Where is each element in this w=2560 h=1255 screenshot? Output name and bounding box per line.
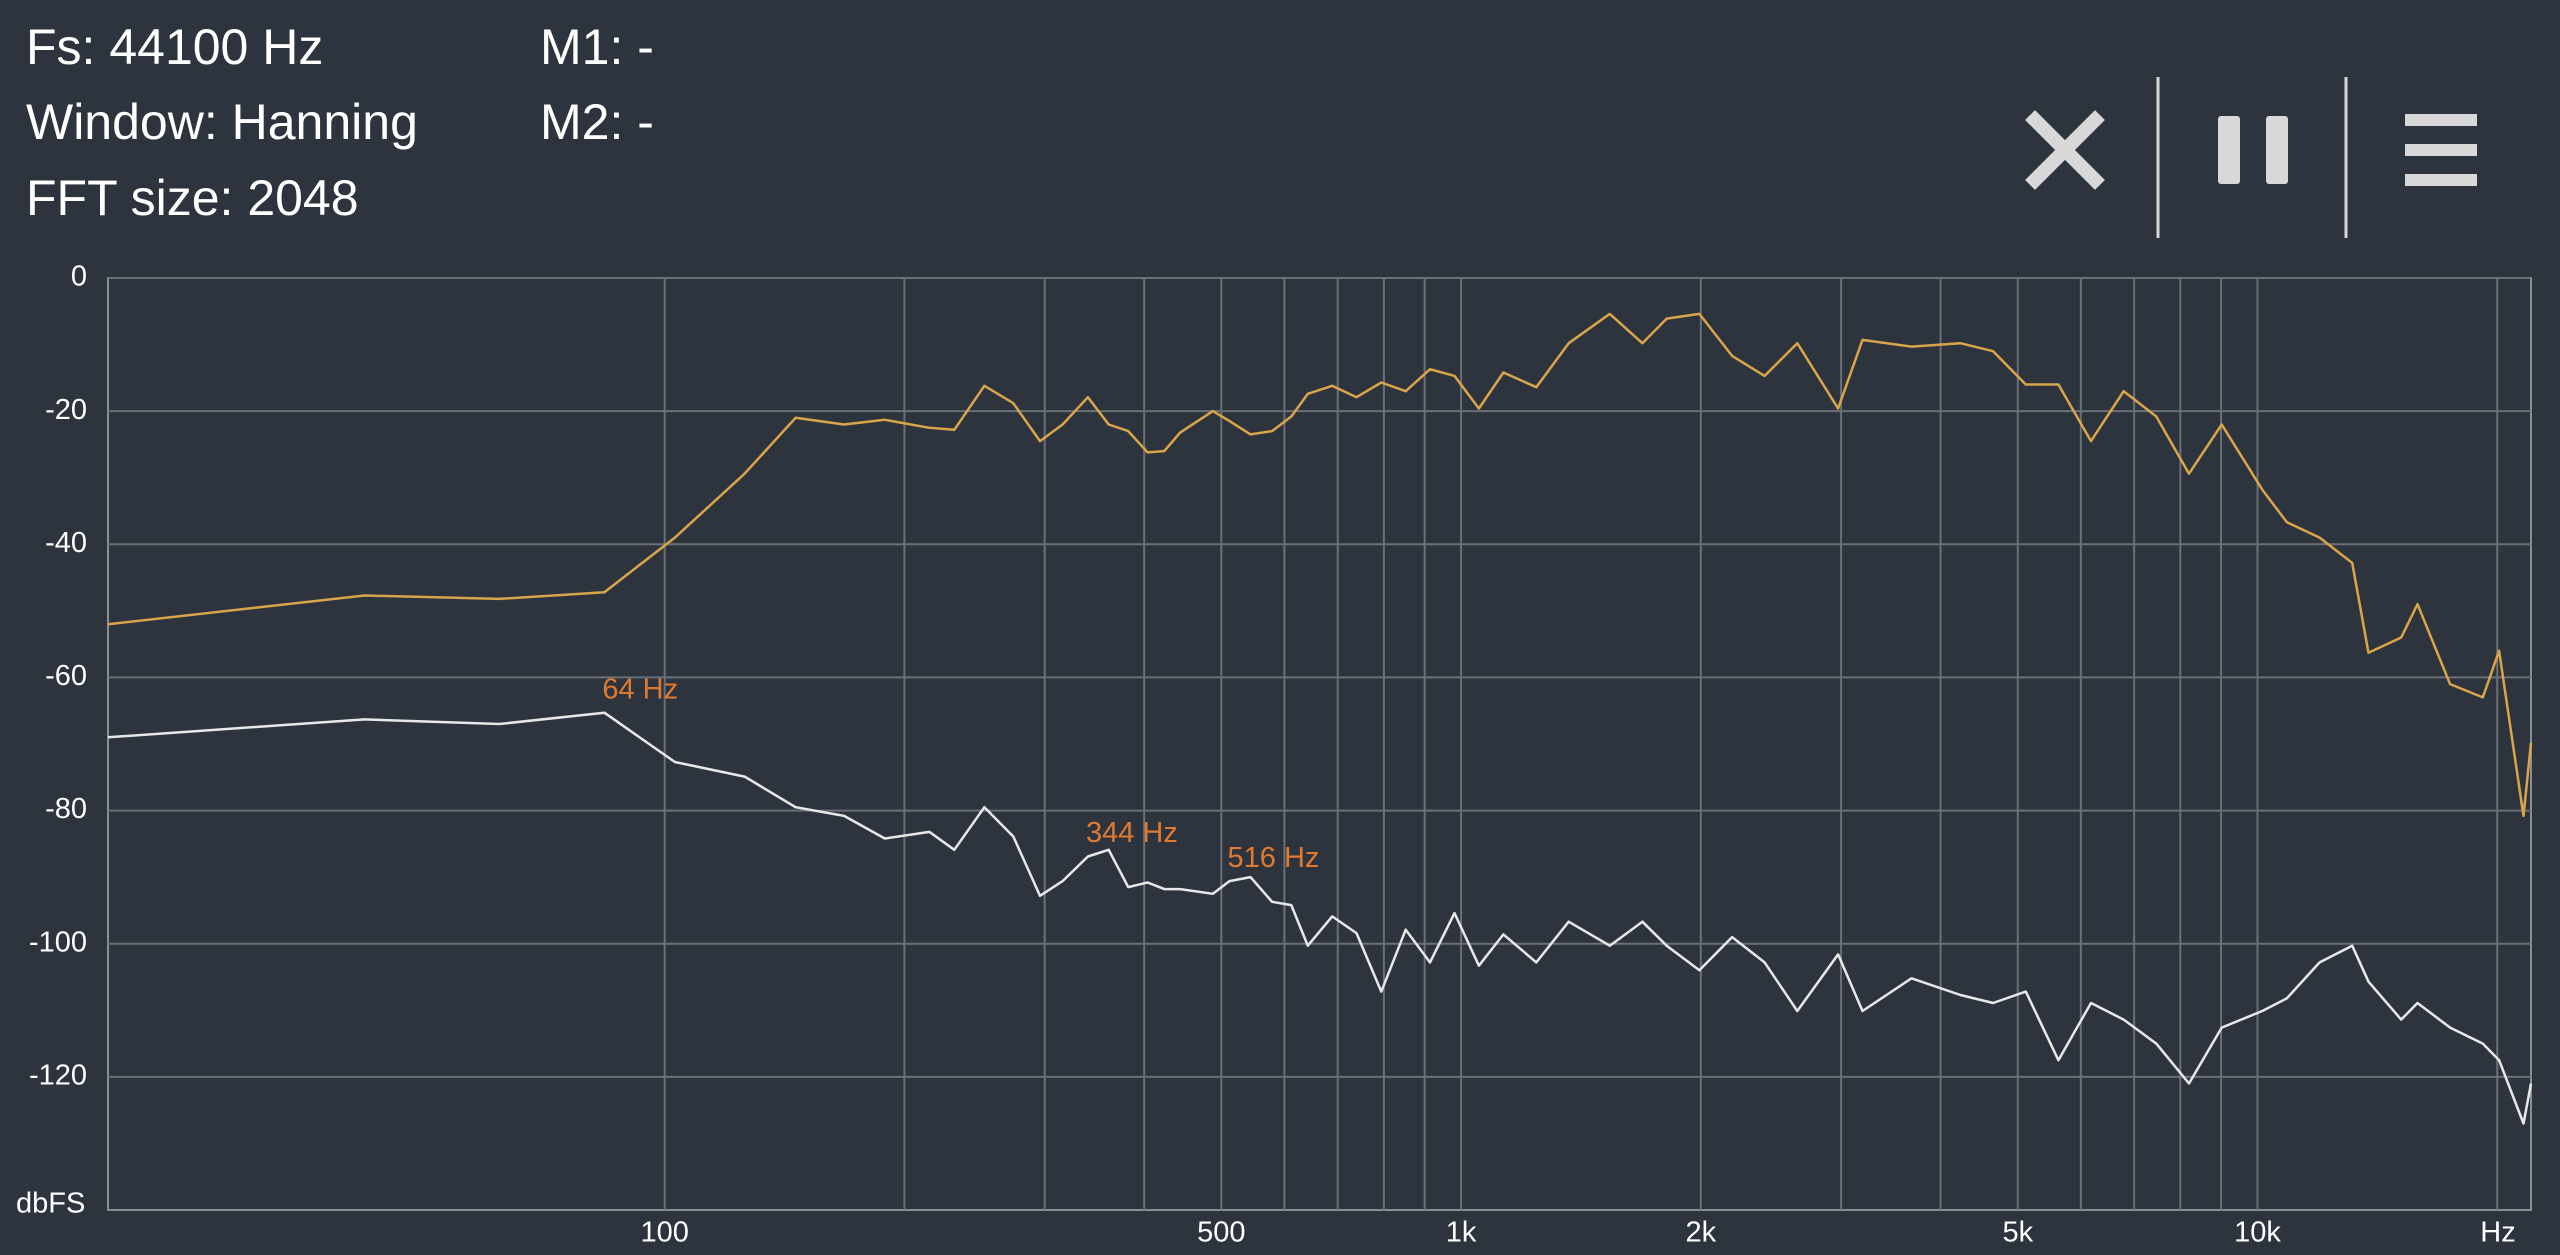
y-tick-label: 0: [71, 261, 87, 293]
sample-rate: Fs: 44100 Hz: [26, 19, 323, 75]
pause-icon: [2266, 116, 2288, 184]
x-tick-label: 500: [1197, 1217, 1245, 1249]
peak-annotation: 344 Hz: [1086, 817, 1178, 849]
y-tick-label: -80: [45, 793, 87, 825]
y-tick-label: -120: [29, 1060, 87, 1092]
close-icon: [2025, 110, 2105, 190]
menu-icon: [2405, 114, 2477, 126]
marker-1: M1: -: [540, 19, 654, 75]
window-type: Window: Hanning: [26, 94, 418, 150]
close-button[interactable]: [2025, 110, 2105, 190]
x-tick-label: 1k: [1446, 1217, 1477, 1249]
marker-2: M2: -: [540, 94, 654, 150]
spectrum-line: [107, 711, 2533, 1125]
x-tick-label: 10k: [2234, 1217, 2281, 1249]
pause-icon: [2218, 116, 2240, 184]
peak-annotation: 516 Hz: [1228, 842, 1320, 874]
y-tick-label: -40: [45, 527, 87, 559]
y-tick-label: -100: [29, 926, 87, 958]
spectrum-line: [107, 312, 2533, 818]
menu-icon: [2405, 174, 2477, 186]
x-tick-label: 2k: [1686, 1217, 1717, 1249]
fft-size: FFT size: 2048: [26, 170, 359, 226]
x-tick-label: 100: [640, 1217, 688, 1249]
y-tick-label: -20: [45, 394, 87, 426]
x-axis-label: Hz: [2480, 1217, 2515, 1249]
y-axis-label: dbFS: [16, 1188, 85, 1220]
menu-icon: [2405, 144, 2477, 156]
pause-button[interactable]: [2218, 116, 2288, 184]
x-tick-label: 5k: [2002, 1217, 2033, 1249]
menu-button[interactable]: [2405, 114, 2477, 186]
peak-annotation: 64 Hz: [602, 673, 678, 705]
y-tick-label: -60: [45, 660, 87, 692]
